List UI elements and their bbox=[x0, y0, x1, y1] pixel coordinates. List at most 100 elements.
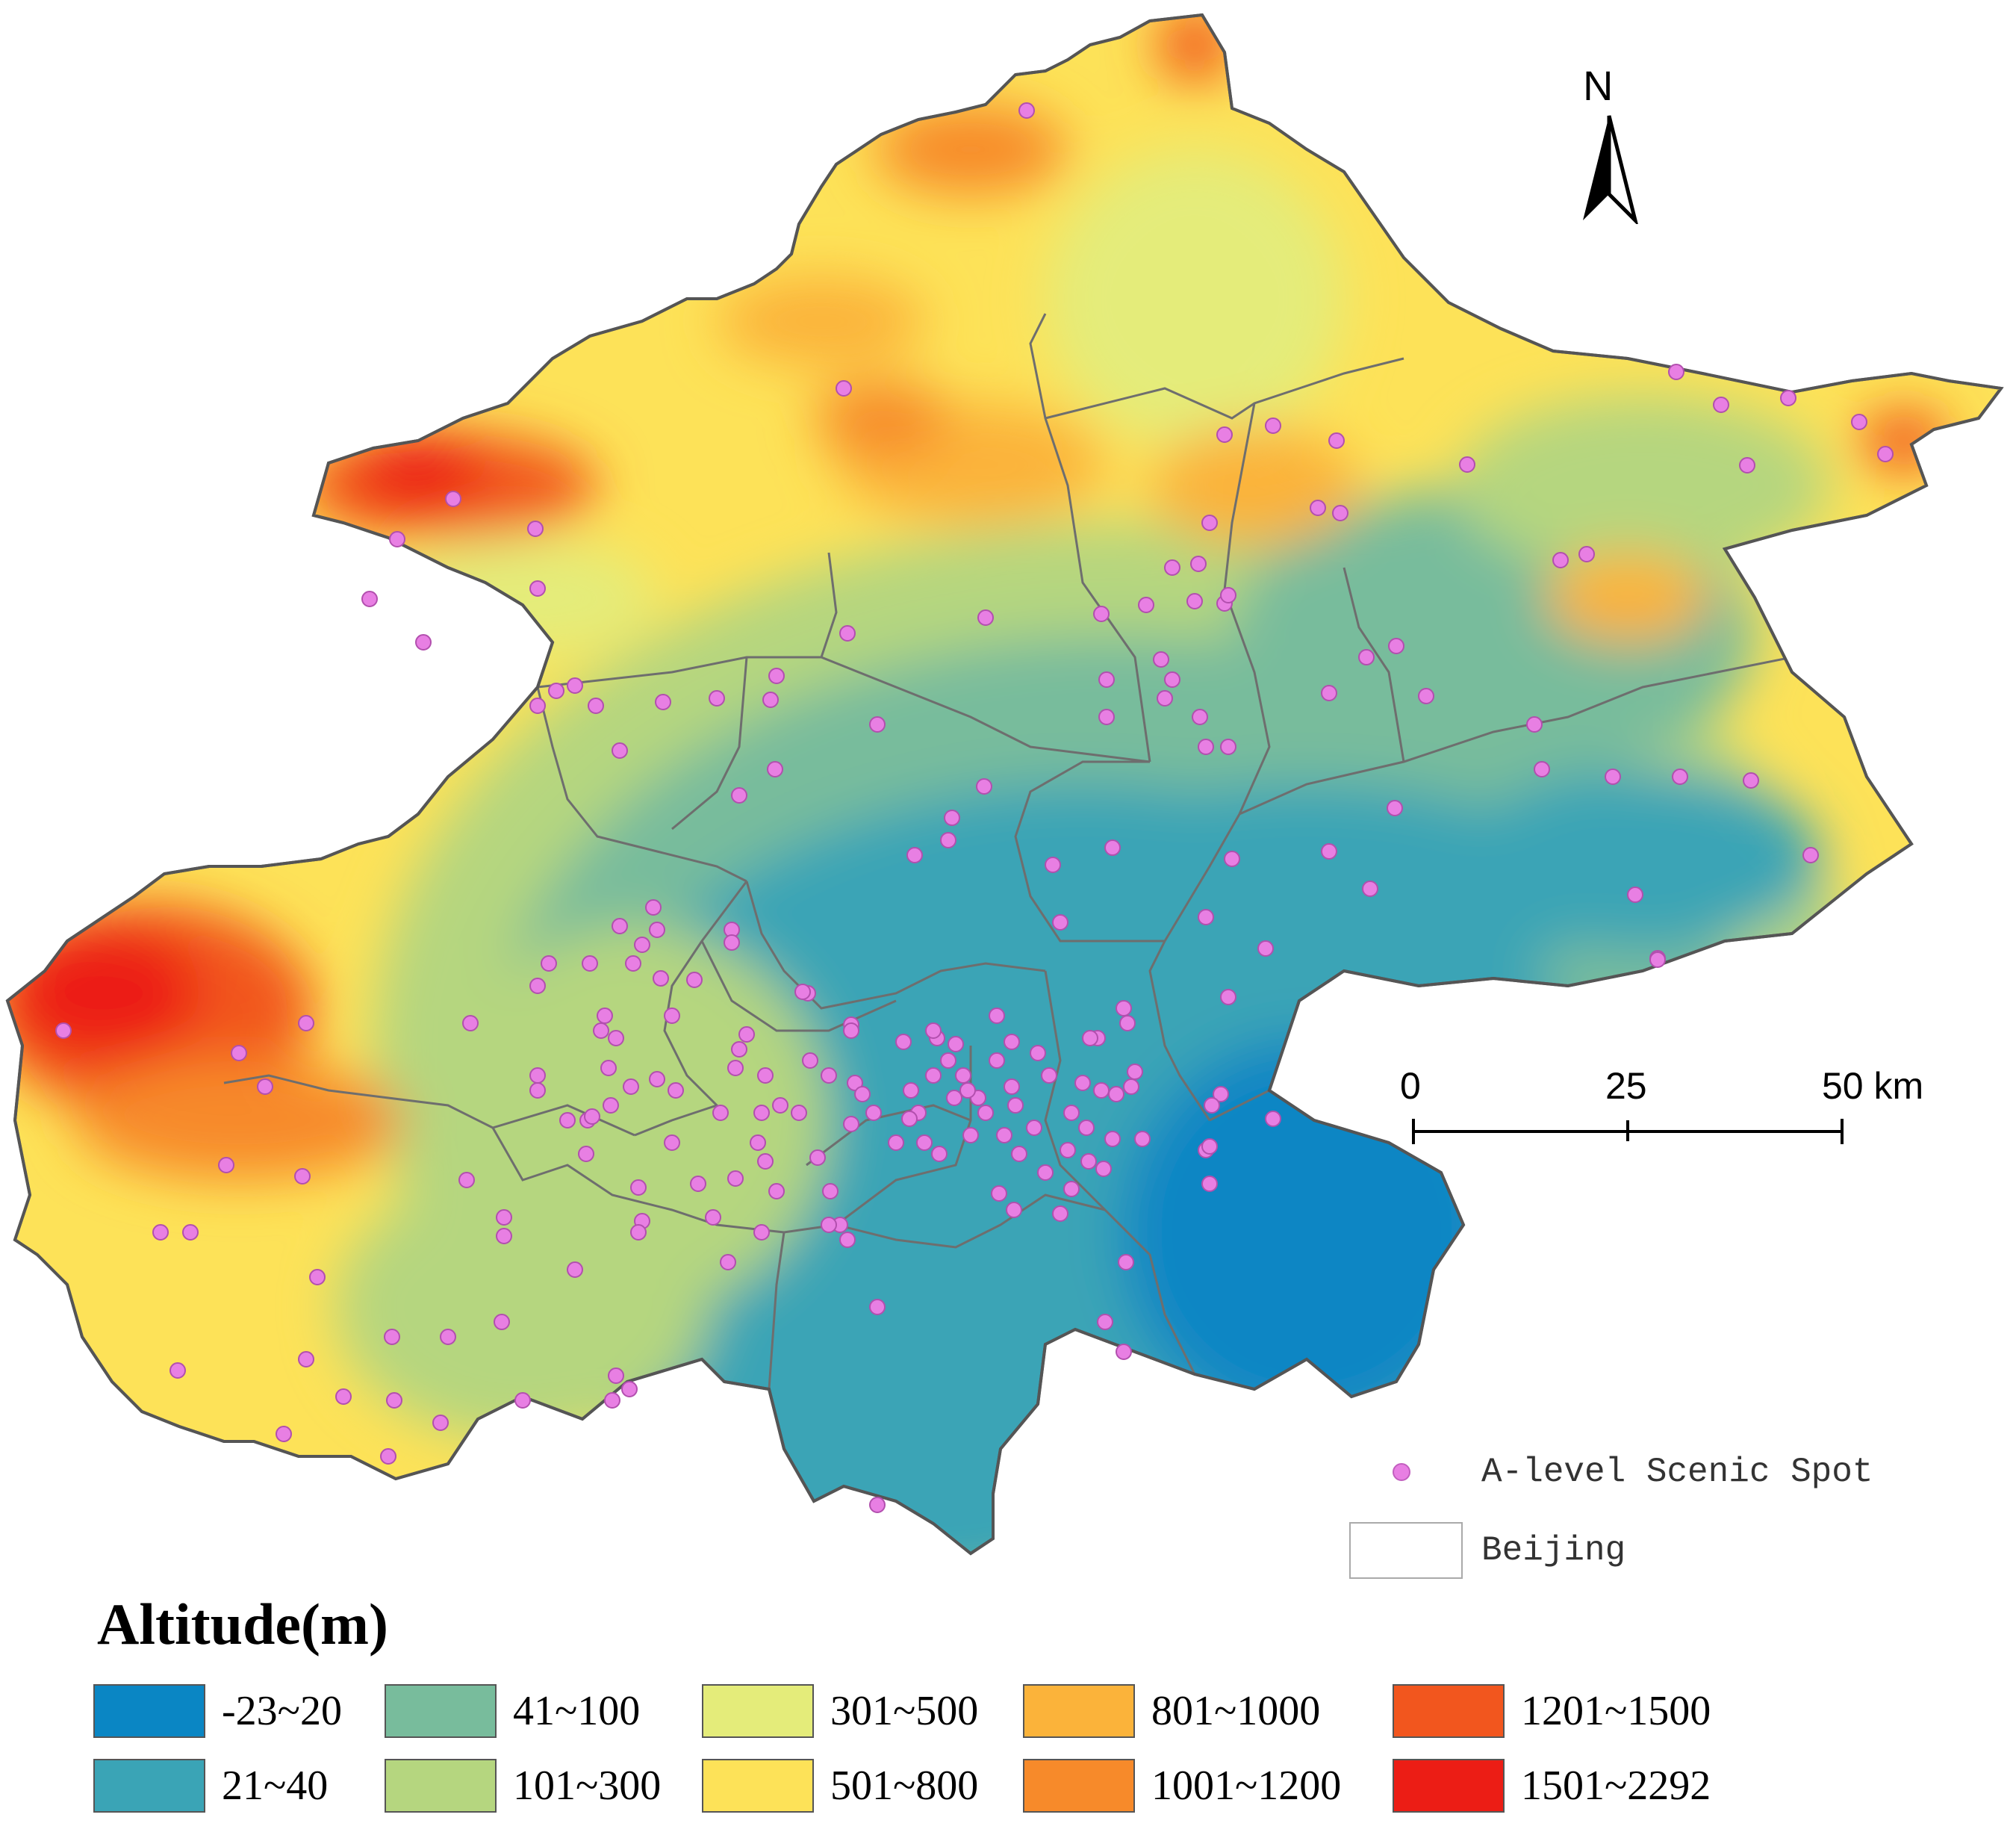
scenic-spot-marker bbox=[869, 716, 886, 733]
scenic-spot-marker bbox=[668, 1082, 684, 1099]
scenic-spot-marker bbox=[1877, 446, 1894, 462]
scenic-spot-marker bbox=[1201, 515, 1218, 531]
scenic-spot-marker bbox=[559, 1112, 576, 1128]
scenic-spot-marker bbox=[903, 1082, 919, 1099]
scenic-spot-marker bbox=[621, 1381, 638, 1397]
scenic-spot-marker bbox=[962, 1127, 979, 1143]
scenic-spot-marker bbox=[753, 1105, 770, 1121]
scenic-spot-marker bbox=[901, 1111, 918, 1127]
scenic-spot-marker bbox=[839, 625, 856, 642]
scenic-spot-marker bbox=[869, 1497, 886, 1513]
scenic-spot-marker bbox=[1004, 1078, 1020, 1095]
scenic-spot-marker bbox=[1605, 769, 1621, 785]
scenic-spot-marker bbox=[623, 1078, 639, 1095]
scenic-spot-marker bbox=[944, 810, 960, 826]
scenic-spot-marker bbox=[720, 1254, 736, 1270]
scenic-spot-marker bbox=[1116, 1344, 1132, 1360]
scenic-spot-marker bbox=[1097, 1314, 1113, 1330]
scenic-spot-marker bbox=[294, 1168, 311, 1185]
altitude-class-label: 1001~1200 bbox=[1151, 1763, 1342, 1809]
scenic-spot-marker bbox=[768, 668, 785, 684]
scenic-spot-marker bbox=[977, 609, 994, 626]
altitude-class-label: 801~1000 bbox=[1151, 1688, 1321, 1734]
scenic-spot-marker bbox=[888, 1134, 904, 1151]
scenic-spot-marker bbox=[1104, 839, 1121, 856]
scenic-spot-marker bbox=[593, 1022, 609, 1039]
scenic-spot-marker bbox=[1153, 651, 1169, 668]
scenic-spot-marker bbox=[925, 1022, 942, 1039]
scenic-spot-marker bbox=[709, 690, 725, 707]
scenic-spot-marker bbox=[664, 1008, 680, 1024]
scenic-spot-marker bbox=[309, 1269, 326, 1285]
scenic-spot-marker bbox=[169, 1362, 186, 1379]
scenic-spot-marker bbox=[977, 1105, 994, 1121]
scenic-spot-marker bbox=[567, 1261, 583, 1278]
scenic-spot-marker bbox=[649, 1071, 665, 1087]
scenic-spot-marker bbox=[1026, 1120, 1042, 1136]
scenic-spot-marker bbox=[906, 847, 923, 863]
scenic-spot-marker bbox=[1851, 414, 1867, 430]
north-arrow-icon bbox=[1583, 115, 1638, 224]
scenic-spot-marker bbox=[496, 1209, 512, 1226]
scenic-spot-marker bbox=[298, 1351, 314, 1367]
altitude-class-0: -23~20 bbox=[93, 1684, 342, 1738]
scenic-spot-marker bbox=[1418, 688, 1434, 704]
scenic-spot-marker bbox=[1045, 857, 1061, 873]
scenic-spot-marker bbox=[603, 1097, 619, 1114]
scenic-spot-marker bbox=[584, 1108, 600, 1125]
scenic-spot-marker bbox=[1627, 887, 1643, 903]
scenic-spot-marker bbox=[529, 978, 546, 994]
scenic-spot-marker bbox=[1098, 709, 1115, 725]
scenic-spot-marker bbox=[655, 694, 671, 710]
scenic-spot-marker bbox=[1802, 847, 1819, 863]
scenic-spot-marker bbox=[604, 1392, 620, 1409]
altitude-class-label: 1201~1500 bbox=[1521, 1688, 1711, 1734]
altitude-swatch bbox=[702, 1759, 814, 1813]
scenic-spot-marker bbox=[1052, 1205, 1068, 1222]
scenic-spot-marker bbox=[440, 1329, 456, 1345]
altitude-swatch bbox=[1393, 1684, 1505, 1738]
scenic-spot-marker bbox=[529, 698, 546, 714]
scenic-spot-marker bbox=[1739, 457, 1755, 474]
legend-beijing-boundary: Beijing bbox=[1344, 1522, 1625, 1579]
scenic-spot-marker bbox=[625, 955, 641, 972]
scenic-spot-marker bbox=[731, 787, 747, 804]
scenic-spot-marker bbox=[55, 1022, 72, 1039]
scenic-spot-marker bbox=[768, 1183, 785, 1199]
scenic-spot-marker bbox=[276, 1426, 292, 1442]
altitude-swatch bbox=[1023, 1684, 1135, 1738]
altitude-class-label: 21~40 bbox=[222, 1763, 329, 1809]
altitude-swatch bbox=[385, 1684, 497, 1738]
scale-tick-25: 25 bbox=[1605, 1065, 1647, 1107]
scenic-spot-marker bbox=[705, 1209, 721, 1226]
scale-tick-0: 0 bbox=[1400, 1065, 1421, 1107]
scenic-spot-marker bbox=[847, 1075, 863, 1091]
scenic-spot-marker bbox=[612, 742, 628, 759]
scenic-spot-marker bbox=[1164, 559, 1180, 576]
scenic-spot-marker bbox=[630, 1179, 647, 1196]
scenic-spot-marker bbox=[1074, 1075, 1091, 1091]
scenic-spot-marker bbox=[386, 1392, 402, 1409]
scenic-spot-marker bbox=[948, 1036, 964, 1052]
scenic-spot-marker bbox=[843, 1022, 859, 1039]
scenic-spot-marker bbox=[548, 683, 564, 699]
altitude-legend-title: Altitude(m) bbox=[97, 1592, 388, 1657]
scenic-spot-marker bbox=[1164, 671, 1180, 688]
scenic-spot-marker bbox=[976, 778, 992, 795]
scenic-spot-marker bbox=[1098, 671, 1115, 688]
scenic-spot-marker bbox=[389, 531, 405, 547]
scenic-spot-marker bbox=[989, 1052, 1005, 1069]
scenic-spot-marker bbox=[1006, 1202, 1022, 1218]
scenic-spot-marker bbox=[1030, 1045, 1046, 1061]
scenic-spot-marker bbox=[496, 1228, 512, 1244]
scenic-spot-marker bbox=[753, 1224, 770, 1241]
scenic-spot-marker bbox=[1668, 364, 1684, 380]
scenic-spot-marker bbox=[1201, 1176, 1218, 1192]
scenic-spots-layer bbox=[55, 102, 1894, 1513]
scenic-spot-marker bbox=[597, 1008, 613, 1024]
scenic-spot-marker bbox=[1198, 909, 1214, 925]
scenic-spot-marker bbox=[836, 380, 852, 397]
scenic-spot-marker bbox=[634, 937, 650, 953]
altitude-class-3: 101~300 bbox=[385, 1759, 661, 1813]
scenic-spot-marker bbox=[865, 1105, 882, 1121]
